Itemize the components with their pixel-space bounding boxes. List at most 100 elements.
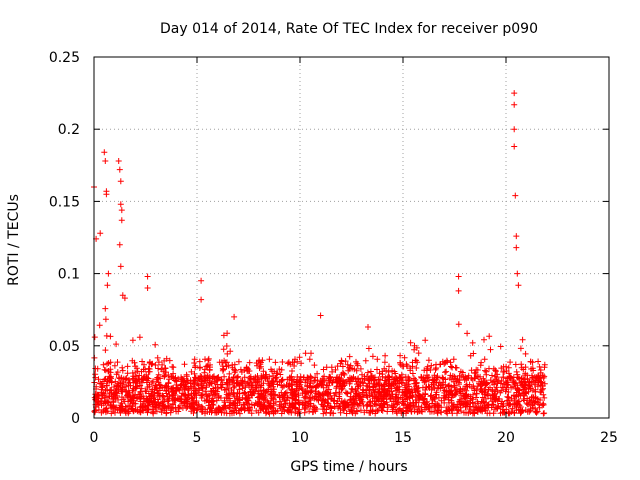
data-point [311, 362, 318, 369]
data-point [407, 339, 414, 346]
data-point [374, 366, 380, 373]
data-point [277, 371, 284, 378]
data-point [215, 394, 222, 401]
data-point [373, 401, 380, 408]
data-point [267, 397, 274, 404]
data-point [231, 313, 238, 320]
data-point [127, 393, 134, 400]
data-point [274, 407, 281, 414]
data-point [159, 361, 166, 368]
data-point [175, 404, 182, 411]
data-point [374, 356, 381, 363]
data-point [198, 373, 205, 380]
data-point [311, 405, 318, 412]
data-point [345, 376, 352, 383]
data-point [244, 400, 251, 407]
data-point [372, 386, 379, 393]
data-point [235, 358, 242, 365]
data-point [221, 373, 228, 380]
data-point [513, 233, 520, 240]
data-point [155, 371, 162, 378]
data-point [137, 404, 144, 411]
data-point [191, 370, 198, 377]
data-point [170, 370, 177, 377]
data-point [108, 373, 114, 380]
data-point [251, 402, 258, 409]
data-point [220, 366, 227, 373]
data-point [119, 367, 126, 374]
data-point [357, 382, 364, 389]
data-point [223, 394, 230, 401]
data-point [302, 393, 309, 400]
data-point [514, 386, 521, 393]
data-point [534, 383, 541, 390]
data-point [487, 346, 494, 353]
data-point [231, 366, 238, 373]
data-point [541, 373, 548, 380]
data-point [463, 383, 469, 390]
data-point [247, 375, 254, 382]
data-point [226, 370, 233, 377]
data-point [338, 371, 345, 378]
data-point [397, 359, 404, 366]
data-point [101, 391, 108, 398]
data-point [297, 373, 304, 380]
data-point [320, 366, 327, 373]
data-point [505, 364, 512, 371]
data-point [103, 332, 110, 339]
data-point [286, 374, 293, 381]
data-point [455, 287, 462, 294]
data-point [100, 361, 107, 368]
data-point [531, 399, 538, 406]
data-point [202, 388, 209, 395]
data-point [323, 406, 330, 413]
data-point [344, 390, 350, 397]
data-point [486, 333, 493, 340]
data-point [379, 403, 386, 410]
data-point [369, 353, 376, 360]
data-point [374, 407, 381, 414]
data-point [306, 356, 313, 363]
data-point [499, 384, 506, 391]
data-point [155, 359, 162, 366]
data-point [478, 385, 485, 392]
data-point [363, 382, 370, 389]
data-point [370, 380, 377, 387]
data-point [343, 402, 350, 409]
data-point [413, 365, 420, 371]
data-point [409, 370, 416, 377]
data-point [222, 405, 229, 412]
data-point [381, 359, 388, 366]
data-point [396, 405, 403, 412]
data-point [540, 410, 547, 417]
data-point [107, 387, 114, 393]
data-point [524, 395, 531, 402]
data-point [427, 408, 433, 415]
data-point [203, 363, 210, 370]
data-point [371, 395, 378, 402]
data-point [132, 369, 139, 376]
data-point [480, 375, 487, 382]
data-point [513, 244, 520, 251]
data-point [243, 380, 250, 387]
data-point [401, 354, 408, 361]
data-point [280, 392, 286, 399]
data-point [145, 398, 152, 405]
data-point [454, 406, 461, 413]
data-point [452, 364, 459, 371]
data-point [253, 360, 260, 366]
data-point [102, 305, 109, 312]
data-point [502, 388, 509, 395]
data-point [224, 330, 231, 337]
data-point [455, 379, 462, 386]
data-point [441, 387, 448, 394]
data-point [443, 408, 450, 415]
data-point [515, 282, 522, 289]
data-point [425, 374, 432, 381]
data-point [446, 406, 453, 413]
data-point [144, 384, 151, 391]
data-point [119, 364, 126, 371]
data-point [442, 381, 449, 388]
data-point [125, 380, 132, 386]
data-point [152, 399, 158, 406]
